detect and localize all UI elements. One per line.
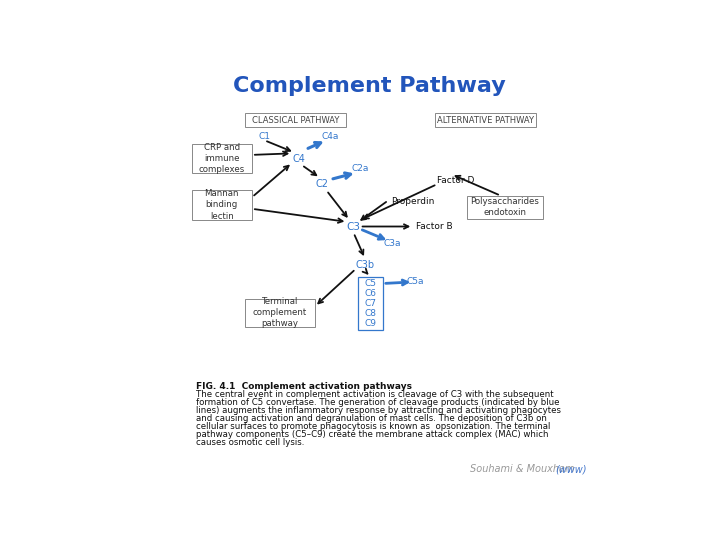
- FancyBboxPatch shape: [192, 190, 252, 220]
- Text: lines) augments the inflammatory response by attracting and activating phagocyte: lines) augments the inflammatory respons…: [196, 406, 561, 415]
- Text: C5a: C5a: [407, 278, 424, 286]
- Text: cellular surfaces to promote phagocytosis is known as  opsonization. The termina: cellular surfaces to promote phagocytosi…: [196, 422, 551, 431]
- Text: C3a: C3a: [384, 239, 401, 248]
- FancyBboxPatch shape: [192, 144, 252, 173]
- FancyBboxPatch shape: [245, 113, 346, 127]
- Text: and causing activation and degranulation of mast cells. The deposition of C3b on: and causing activation and degranulation…: [196, 414, 547, 423]
- Text: formation of C5 convertase. The generation of cleavage products (indicated by bl: formation of C5 convertase. The generati…: [196, 398, 559, 407]
- Text: Polysaccharides
endotoxin: Polysaccharides endotoxin: [470, 197, 539, 217]
- Text: C4: C4: [293, 154, 306, 164]
- FancyBboxPatch shape: [245, 299, 315, 327]
- FancyBboxPatch shape: [435, 113, 536, 127]
- Text: Complement Pathway: Complement Pathway: [233, 76, 505, 96]
- FancyBboxPatch shape: [467, 195, 543, 219]
- Text: C8: C8: [364, 309, 377, 318]
- Text: ALTERNATIVE PATHWAY: ALTERNATIVE PATHWAY: [437, 116, 534, 125]
- Text: Factor B: Factor B: [415, 222, 452, 231]
- Text: pathway components (C5–C9) create the membrane attack complex (MAC) which: pathway components (C5–C9) create the me…: [196, 430, 549, 439]
- Text: Souhami & Mouxham: Souhami & Mouxham: [469, 464, 575, 475]
- Text: C3: C3: [346, 221, 361, 232]
- Text: C2: C2: [316, 179, 329, 189]
- Text: The central event in complement activation is cleavage of C3 with the subsequent: The central event in complement activati…: [196, 390, 554, 399]
- Text: causes osmotic cell lysis.: causes osmotic cell lysis.: [196, 438, 305, 447]
- Text: Terminal
complement
pathway: Terminal complement pathway: [253, 297, 307, 328]
- Text: C3b: C3b: [356, 260, 374, 270]
- Text: Properdin: Properdin: [391, 197, 434, 206]
- Text: C5: C5: [364, 279, 377, 288]
- Text: C4a: C4a: [322, 132, 339, 141]
- Text: (www): (www): [555, 464, 587, 475]
- Text: CLASSICAL PATHWAY: CLASSICAL PATHWAY: [252, 116, 339, 125]
- Text: C1: C1: [258, 132, 271, 141]
- Text: FIG. 4.1  Complement activation pathways: FIG. 4.1 Complement activation pathways: [196, 382, 412, 391]
- Text: Factor D: Factor D: [437, 176, 474, 185]
- Text: C7: C7: [364, 299, 377, 308]
- Text: Mannan
binding
lectin: Mannan binding lectin: [204, 190, 239, 220]
- FancyBboxPatch shape: [358, 277, 383, 330]
- Text: CRP and
immune
complexes: CRP and immune complexes: [199, 143, 245, 174]
- Text: C9: C9: [364, 319, 377, 328]
- Text: C2a: C2a: [351, 164, 369, 173]
- Text: C6: C6: [364, 289, 377, 298]
